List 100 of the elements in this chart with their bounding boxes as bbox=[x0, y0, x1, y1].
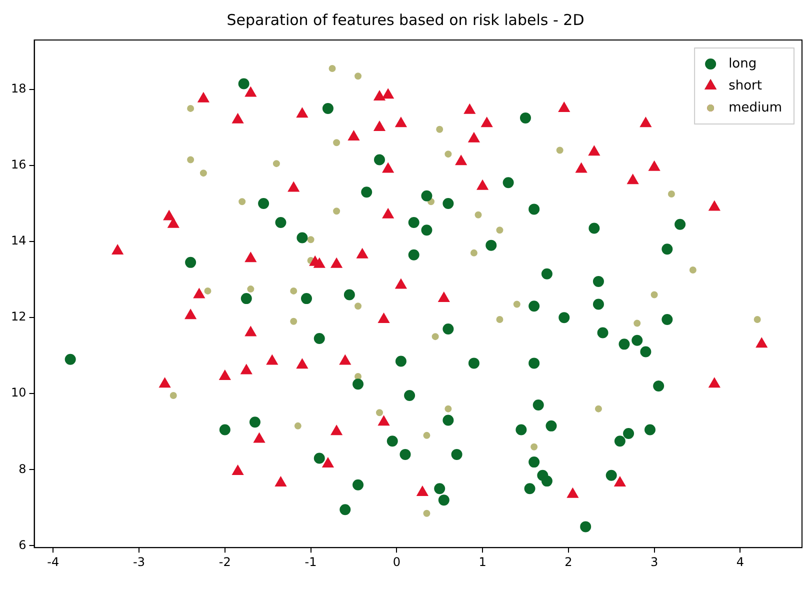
point bbox=[322, 457, 334, 468]
point bbox=[307, 236, 314, 244]
point bbox=[378, 312, 390, 323]
point bbox=[290, 318, 298, 325]
point bbox=[576, 162, 587, 173]
point bbox=[348, 130, 360, 140]
point bbox=[640, 117, 652, 128]
point bbox=[333, 139, 340, 146]
point bbox=[395, 278, 407, 289]
point bbox=[232, 113, 244, 124]
point bbox=[594, 405, 602, 412]
point bbox=[513, 300, 520, 308]
point bbox=[634, 320, 641, 327]
x-tick-label: 4 bbox=[736, 554, 744, 569]
point bbox=[296, 358, 308, 369]
point bbox=[294, 422, 302, 430]
point bbox=[438, 292, 450, 302]
point bbox=[444, 405, 452, 412]
y-tick-label: 10 bbox=[10, 386, 26, 400]
point bbox=[432, 333, 439, 340]
x-tick-label: 3 bbox=[650, 554, 658, 569]
y-tick-label: 18 bbox=[10, 82, 26, 96]
point bbox=[627, 174, 639, 184]
point bbox=[474, 211, 482, 218]
point bbox=[481, 117, 493, 128]
point bbox=[275, 476, 286, 486]
y-tick-label: 6 bbox=[18, 538, 26, 552]
point bbox=[184, 309, 196, 320]
x-tick-label: 0 bbox=[392, 554, 400, 569]
point bbox=[356, 248, 368, 258]
point bbox=[163, 210, 175, 220]
point bbox=[374, 90, 386, 101]
x-tick-label: 1 bbox=[478, 554, 486, 569]
point bbox=[170, 392, 177, 400]
point bbox=[689, 266, 696, 274]
point bbox=[556, 146, 564, 154]
point bbox=[254, 432, 265, 443]
point bbox=[470, 249, 478, 256]
point bbox=[423, 510, 430, 517]
point bbox=[339, 354, 351, 365]
point bbox=[328, 65, 336, 72]
point bbox=[247, 286, 254, 293]
point bbox=[496, 226, 504, 234]
point bbox=[754, 316, 761, 323]
legend-label: medium bbox=[728, 100, 782, 116]
point bbox=[168, 218, 180, 228]
point bbox=[708, 378, 720, 388]
point bbox=[588, 146, 600, 156]
point bbox=[244, 252, 256, 262]
x-tick-label: -4 bbox=[47, 554, 60, 569]
point bbox=[354, 72, 362, 80]
point bbox=[708, 200, 720, 211]
point bbox=[204, 287, 212, 294]
point bbox=[374, 120, 386, 131]
y-tick-label: 12 bbox=[10, 310, 26, 324]
point bbox=[238, 198, 246, 206]
point bbox=[395, 117, 407, 128]
point bbox=[330, 258, 342, 268]
point bbox=[558, 102, 570, 112]
point bbox=[354, 373, 362, 380]
point bbox=[330, 425, 342, 436]
point bbox=[296, 108, 308, 118]
point bbox=[187, 104, 194, 112]
point bbox=[333, 208, 340, 215]
y-tick-label: 16 bbox=[10, 158, 26, 172]
point bbox=[198, 92, 210, 102]
point bbox=[112, 244, 124, 255]
point bbox=[232, 465, 244, 476]
point bbox=[244, 326, 256, 336]
legend-label: short bbox=[728, 78, 762, 94]
point bbox=[354, 302, 362, 310]
point bbox=[436, 126, 444, 133]
point bbox=[288, 182, 300, 192]
point bbox=[444, 150, 452, 158]
x-tick-label: 2 bbox=[564, 554, 572, 569]
x-tick-label: -3 bbox=[133, 554, 146, 569]
point bbox=[193, 288, 205, 298]
point bbox=[378, 416, 390, 426]
point bbox=[468, 132, 480, 142]
point bbox=[272, 160, 280, 168]
point bbox=[219, 370, 231, 380]
point bbox=[668, 190, 675, 198]
point bbox=[266, 354, 278, 365]
point bbox=[567, 488, 578, 498]
point bbox=[382, 208, 394, 218]
point bbox=[476, 180, 488, 190]
point bbox=[376, 409, 383, 416]
point bbox=[416, 486, 428, 496]
point bbox=[455, 155, 467, 166]
x-tick-label: -2 bbox=[218, 554, 231, 569]
point bbox=[200, 170, 207, 177]
point bbox=[244, 86, 256, 97]
point bbox=[530, 443, 538, 450]
chart-title: Separation of features based on risk labels - 2D bbox=[226, 10, 584, 29]
point bbox=[290, 287, 298, 294]
point bbox=[382, 88, 394, 99]
point bbox=[187, 156, 194, 164]
point bbox=[648, 160, 660, 171]
point bbox=[423, 432, 430, 439]
point bbox=[496, 316, 504, 323]
